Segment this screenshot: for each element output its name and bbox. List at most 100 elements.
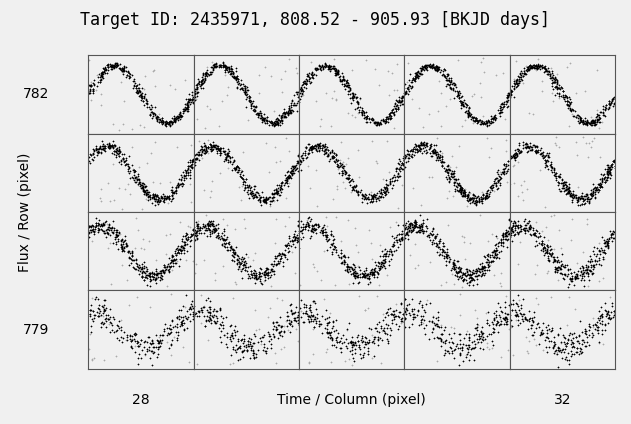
Point [138,184,148,191]
Point [526,64,536,71]
Point [455,291,465,298]
Point [85,151,95,157]
Point [220,236,230,243]
Point [399,153,410,160]
Point [132,338,142,345]
Point [576,269,586,276]
Point [266,336,276,343]
Point [232,162,242,169]
Point [466,274,476,281]
Point [562,190,572,196]
Point [537,64,547,71]
Point [288,314,298,321]
Point [309,225,319,232]
Point [102,63,112,70]
Point [92,152,102,159]
Point [257,333,267,340]
Point [466,271,476,278]
Point [542,68,552,75]
Point [588,315,598,321]
Point [492,234,502,241]
Point [278,333,288,340]
Point [439,165,449,172]
Point [425,142,435,149]
Point [144,193,155,200]
Point [424,63,434,70]
Point [93,219,103,226]
Point [606,162,616,168]
Point [225,158,235,165]
Point [529,61,539,68]
Point [418,320,428,326]
Point [118,155,128,162]
Point [351,187,362,194]
Point [148,192,158,198]
Point [362,114,372,121]
Point [332,182,342,189]
Point [471,340,481,346]
Point [104,224,114,231]
Point [249,271,259,278]
Point [148,343,158,350]
Point [604,167,615,174]
Point [445,167,455,173]
Point [576,349,586,356]
Point [186,95,196,102]
Point [219,240,229,247]
Point [167,252,177,259]
Point [454,268,464,275]
Point [309,143,319,150]
Point [289,170,299,176]
Point [404,155,414,162]
Point [331,152,341,159]
Point [383,305,393,312]
Point [509,82,519,89]
Point [259,271,269,278]
Point [363,325,374,332]
Point [280,111,290,118]
Point [256,194,266,201]
Point [201,233,211,240]
Point [317,232,327,238]
Point [353,110,363,117]
Point [116,241,126,248]
Point [591,112,601,119]
Point [235,265,245,272]
Point [605,101,615,108]
Point [562,92,572,99]
Point [294,234,304,240]
Point [105,145,115,151]
Point [139,85,149,92]
Point [556,349,566,355]
Point [180,232,191,238]
Point [463,346,473,353]
Point [523,228,533,234]
Point [577,201,587,207]
Point [93,226,103,233]
Point [240,264,250,271]
Point [200,223,210,229]
Point [139,273,150,280]
Point [394,94,404,100]
Point [389,171,399,178]
Point [110,61,120,67]
Point [411,143,422,150]
Point [292,232,302,239]
Point [412,73,422,80]
Point [369,339,379,346]
Point [407,153,417,160]
Point [167,266,177,273]
Point [284,105,294,112]
Point [380,252,390,259]
Point [459,190,469,196]
Point [201,144,211,151]
Point [213,145,223,152]
Point [502,318,512,325]
Point [94,144,104,151]
Point [441,83,451,89]
Point [275,251,285,258]
Point [329,63,339,70]
Point [599,171,609,178]
Point [406,152,416,159]
Point [416,201,426,208]
